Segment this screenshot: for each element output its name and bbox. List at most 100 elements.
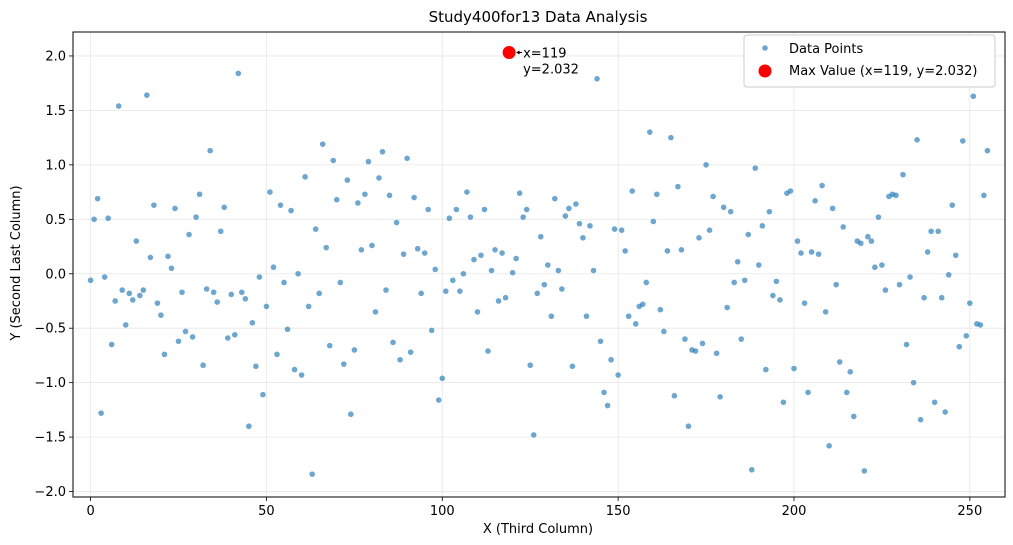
data-point [756, 262, 762, 268]
data-point [935, 228, 941, 235]
data-point [910, 379, 917, 386]
data-point [815, 251, 822, 257]
data-point [868, 238, 875, 244]
data-point [812, 197, 818, 204]
data-point [597, 338, 604, 345]
data-point [668, 134, 674, 141]
data-point [172, 205, 178, 212]
data-point [882, 287, 889, 293]
data-point [492, 246, 498, 253]
data-point [850, 413, 857, 420]
data-point [165, 253, 171, 260]
data-point [246, 423, 252, 430]
data-point [682, 336, 688, 342]
data-point [801, 300, 808, 306]
data-point [931, 399, 938, 406]
data-point [488, 267, 495, 274]
x-tick-label: 100 [430, 504, 455, 519]
data-point [798, 250, 804, 256]
data-point [928, 228, 934, 235]
data-point [439, 375, 446, 382]
data-point [217, 228, 224, 235]
data-point [900, 171, 906, 178]
data-point [956, 343, 963, 350]
data-point [843, 389, 850, 396]
data-point [94, 195, 101, 202]
x-axis-label: X (Third Column) [483, 522, 593, 537]
data-point [541, 281, 548, 288]
data-point [295, 270, 301, 277]
data-point [467, 214, 474, 220]
data-point [580, 235, 586, 241]
data-point [122, 322, 129, 328]
data-point [678, 246, 685, 253]
data-point [959, 138, 966, 144]
y-tick-label: −0.5 [34, 322, 66, 337]
y-axis-label: Y (Second Last Column) [9, 185, 24, 341]
data-point [91, 216, 97, 223]
data-point [239, 289, 245, 296]
data-point [228, 291, 235, 298]
data-point [713, 350, 720, 357]
data-point [604, 402, 611, 409]
y-tick-label: 0.5 [45, 213, 66, 228]
data-point [741, 277, 748, 284]
data-point [390, 339, 396, 346]
data-point [777, 297, 783, 303]
data-point [168, 265, 175, 272]
x-tick-label: 50 [258, 504, 275, 519]
data-point [418, 290, 424, 297]
data-point [664, 248, 671, 254]
data-point [808, 249, 815, 255]
x-tick-label: 0 [86, 504, 94, 519]
data-point [355, 200, 361, 206]
data-point [133, 238, 140, 244]
data-point [383, 287, 389, 293]
data-point [464, 189, 470, 195]
data-point [977, 322, 984, 328]
max-value-point [502, 45, 516, 59]
data-point [274, 351, 280, 358]
data-point [646, 129, 653, 135]
x-tick-label: 250 [957, 504, 982, 519]
data-point [562, 213, 569, 219]
x-axis-ticks: 0 50 100 150 200 250 [86, 497, 982, 519]
data-point [509, 269, 516, 276]
data-point [847, 368, 854, 375]
data-point [326, 342, 333, 349]
chart-title: Study400for13 Data Analysis [429, 8, 648, 26]
data-point [358, 246, 365, 253]
data-point [319, 141, 326, 147]
data-point [147, 254, 154, 261]
data-point [879, 262, 885, 268]
data-point [731, 279, 737, 286]
data-point [330, 157, 337, 164]
data-point [661, 328, 667, 335]
data-point [249, 319, 256, 326]
data-point [763, 366, 769, 373]
data-point [794, 238, 801, 244]
y-tick-label: 2.0 [45, 49, 66, 64]
data-point [724, 304, 730, 311]
data-point [242, 296, 249, 302]
data-point [175, 338, 182, 345]
y-tick-label: −1.5 [34, 431, 66, 446]
data-point [780, 399, 787, 406]
data-point [158, 312, 164, 318]
data-point [129, 297, 136, 303]
data-point [625, 313, 632, 320]
data-point [302, 174, 308, 180]
data-point [372, 309, 379, 315]
data-point [516, 190, 523, 196]
data-point [309, 471, 315, 477]
data-point [411, 194, 417, 201]
data-point [875, 214, 882, 220]
data-point [559, 286, 565, 292]
data-point [615, 372, 621, 378]
data-point [115, 103, 122, 109]
data-point [734, 258, 741, 265]
data-point [478, 252, 484, 259]
data-point [207, 147, 213, 154]
data-point [840, 224, 847, 230]
